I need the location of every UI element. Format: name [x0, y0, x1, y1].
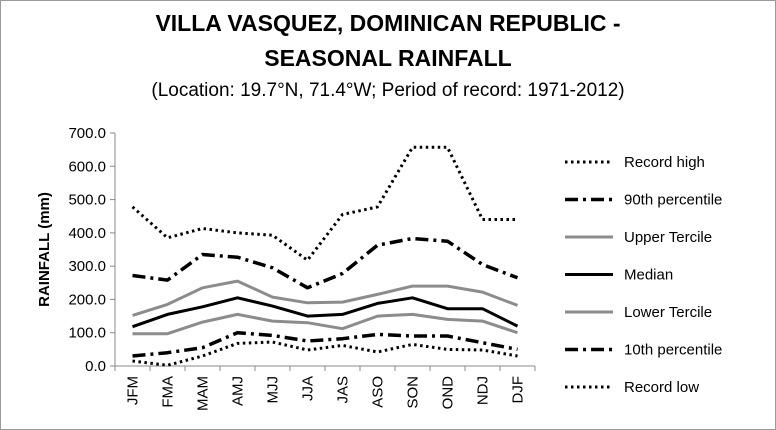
series-line-upper-tercile: [132, 279, 519, 317]
legend-label: Record low: [624, 379, 699, 396]
x-tick-label: AMJ: [230, 376, 247, 406]
chart-series: [131, 145, 519, 367]
chart-axes: 700.0 600.0 500.0 400.0 300.0 200.0 100.0 0.0 JF…: [36, 125, 536, 411]
x-tick-label: NDJ: [475, 376, 492, 405]
legend-label: Median: [624, 267, 673, 284]
chart-title: VILLA VASQUEZ, DOMINICAN REPUBLIC -: [155, 10, 621, 36]
legend-label: 10th percentile: [624, 342, 722, 359]
y-tick-label: 500.0: [68, 192, 106, 209]
x-tick-label: JAS: [335, 376, 352, 404]
x-tick-label: DJF: [510, 376, 527, 404]
y-tick-label: 0.0: [85, 358, 106, 375]
x-tick-label: FMA: [160, 376, 177, 408]
y-tick-label: 200.0: [68, 291, 106, 308]
series-line-lower-tercile: [132, 312, 518, 336]
x-tick-label: JFM: [125, 376, 142, 405]
chart-legend: Record high 90th percentile Upper Tercile M…: [565, 154, 722, 396]
x-tick-label: SON: [405, 376, 422, 409]
x-tick-label: JJA: [300, 376, 317, 401]
series-line-90th-percentile: [132, 236, 519, 290]
y-tick-label: 300.0: [68, 258, 106, 275]
legend-label: Upper Tercile: [624, 229, 712, 246]
x-tick-label: ASO: [370, 376, 387, 408]
y-tick-label: 700.0: [68, 125, 106, 142]
series-line-record-high: [131, 145, 518, 262]
y-tick-label: 600.0: [68, 158, 106, 175]
y-axis-label: RAINFALL (mm): [36, 192, 53, 307]
y-tick-label: 100.0: [68, 325, 106, 342]
series-line-record-low: [132, 340, 518, 367]
legend-label: Record high: [624, 154, 705, 171]
x-tick-label: MJJ: [265, 376, 282, 404]
x-tick-label: MAM: [195, 376, 212, 411]
legend-label: 90th percentile: [624, 192, 722, 209]
x-tick-label: OND: [440, 376, 457, 410]
y-tick-label: 400.0: [68, 225, 106, 242]
legend-label: Lower Tercile: [624, 304, 712, 321]
series-line-10th-percentile: [132, 330, 518, 358]
chart-title-line2: SEASONAL RAINFALL: [264, 45, 512, 71]
series-line-median: [132, 296, 519, 329]
chart-subtitle: (Location: 19.7°N, 71.4°W; Period of rec…: [151, 80, 625, 101]
